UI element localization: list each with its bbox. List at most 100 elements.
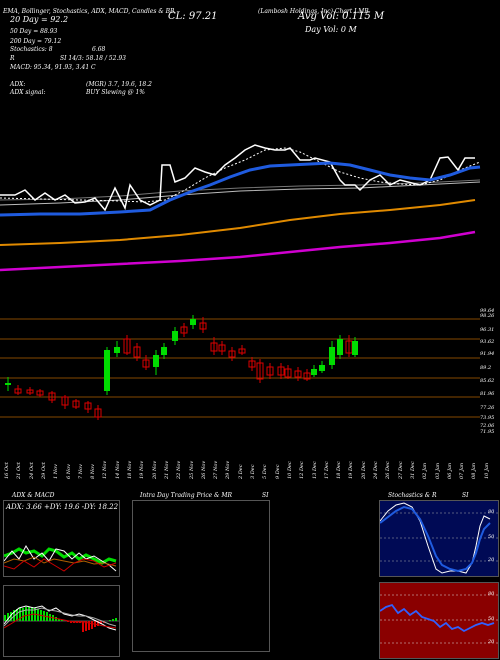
ma50-label: 50 Day = 88.93 (10, 28, 58, 35)
candle-body (61, 396, 69, 406)
date-label: 6 Nov (65, 464, 72, 479)
candle-body (72, 400, 80, 408)
macd-histogram-bar (85, 621, 87, 631)
date-label: 7 Nov (77, 464, 84, 479)
candle-body (114, 347, 120, 353)
candle-body (303, 372, 311, 380)
ma20-label: 20 Day = 92.2 (10, 15, 69, 24)
macd-histogram-bar (67, 621, 69, 622)
macd-histogram-bar (13, 610, 15, 621)
adx-red (4, 558, 117, 572)
price-axis-label: 98.26 (480, 313, 495, 319)
macd-histogram-bar (100, 621, 102, 624)
candle-chart: 99.64 98.26 96.31 93.62 91.94 89.2 85.62 81.96 7… (0, 305, 500, 440)
date-label: 8 Nov (90, 464, 97, 479)
stoch-panel: 80 50 20 (379, 500, 499, 577)
date-label: 21 Nov (163, 460, 170, 479)
date-label: 25 Nov (188, 460, 195, 479)
top-chart: EMA, Bollinger, Stochastics, ADX, MACD, … (0, 0, 500, 300)
macd-histogram-bar (88, 621, 90, 630)
candle-body (84, 402, 92, 410)
intraday-panel (132, 500, 270, 652)
adx-white (4, 544, 117, 572)
stoch-tick-80: 80 (488, 509, 495, 515)
candle-body (337, 339, 343, 355)
candle-body (238, 348, 246, 354)
date-label: 3 Dec (250, 464, 256, 479)
candle-body (352, 341, 358, 355)
date-label: 31 Dec (409, 461, 416, 479)
macd-histogram-bar (28, 607, 30, 621)
candle-body (311, 369, 317, 375)
date-label: 13 Dec (311, 461, 318, 479)
stoch-tick-50: 50 (488, 534, 495, 540)
candle-body (14, 388, 22, 394)
date-label: 29 Oct (40, 462, 47, 479)
macd-signal (4, 607, 117, 627)
adx-green (4, 547, 117, 565)
candle-svg (0, 315, 480, 420)
date-label: 16 Oct (4, 462, 10, 479)
date-label: 10 Jan (483, 462, 490, 479)
candle-body (218, 344, 226, 352)
day-vol: Day Vol: 0 M (305, 25, 357, 34)
candle-body (277, 366, 285, 376)
rsi-tick-50: 50 (488, 616, 495, 622)
macd-histogram-bar (16, 609, 18, 621)
date-label: 18 Nov (127, 460, 133, 479)
date-label: 1 Nov (53, 464, 60, 479)
price-axis-label: 81.96 (480, 391, 495, 397)
date-label: 20 Dec (360, 461, 367, 479)
date-label: 06 Jan (446, 462, 453, 479)
candle-body (266, 366, 274, 376)
macd-histogram-bar (97, 621, 99, 626)
macd-histogram-bar (58, 619, 60, 621)
si-title: SI (262, 492, 269, 499)
date-label: 26 Nov (200, 460, 207, 479)
rsi-tick-80: 80 (488, 591, 495, 597)
macd-histogram-bar (7, 613, 9, 621)
buy-label: BUY Slewing @ 1% (86, 89, 146, 96)
price-axis-label: 89.2 (480, 365, 492, 371)
price-axis-label: 72.06 (480, 423, 495, 429)
adx-values: ADX: 3.66 +DY: 19.6 -DY: 18.22 (6, 503, 119, 511)
date-label: 21 Oct (16, 462, 23, 479)
candle-body (153, 355, 159, 367)
candle-body (36, 390, 44, 396)
adx-panel: ADX: 3.66 +DY: 19.6 -DY: 18.22 (3, 500, 120, 577)
date-label: 19 Dec (348, 461, 355, 479)
price-axis-label: 99.64 (480, 308, 495, 314)
price-axis-label: 96.31 (480, 327, 495, 333)
date-label: 29 Nov (225, 460, 232, 479)
date-label: 26 Dec (385, 461, 392, 479)
ema200-line (0, 230, 476, 272)
candle-body (5, 383, 11, 385)
stoch-tick-20: 20 (488, 557, 495, 563)
adx-signal-label: ADX signal: (10, 89, 46, 96)
candle-body (329, 347, 335, 365)
rsi-tick-20: 20 (488, 639, 495, 645)
si2-title: SI (462, 492, 469, 499)
date-label: 22 Nov (176, 460, 183, 479)
date-label: 12 Dec (299, 461, 306, 479)
stoch-d (380, 505, 491, 573)
candle-body (142, 359, 150, 368)
price-axis-label: 85.62 (480, 378, 495, 384)
macd-histogram-bar (61, 620, 63, 621)
macd-histogram-bar (109, 620, 111, 621)
price-axis-label: 77.26 (480, 405, 495, 411)
candle-body (248, 360, 256, 368)
date-label: 12 Nov (102, 460, 109, 479)
candle-body (48, 392, 56, 401)
date-label: 07 Jan (459, 462, 466, 479)
date-label: 2 Dec (237, 464, 244, 479)
r-label: R (10, 55, 15, 62)
candle-body (256, 362, 264, 380)
date-label: 02 Jan (422, 462, 429, 479)
date-label: 27 Nov (213, 460, 220, 479)
stoch-value: 6.68 (92, 46, 106, 53)
macd-histogram-bar (115, 618, 117, 621)
candle-body (180, 326, 188, 334)
bb-dotted (0, 147, 481, 203)
macd-histogram-bar (4, 615, 6, 621)
